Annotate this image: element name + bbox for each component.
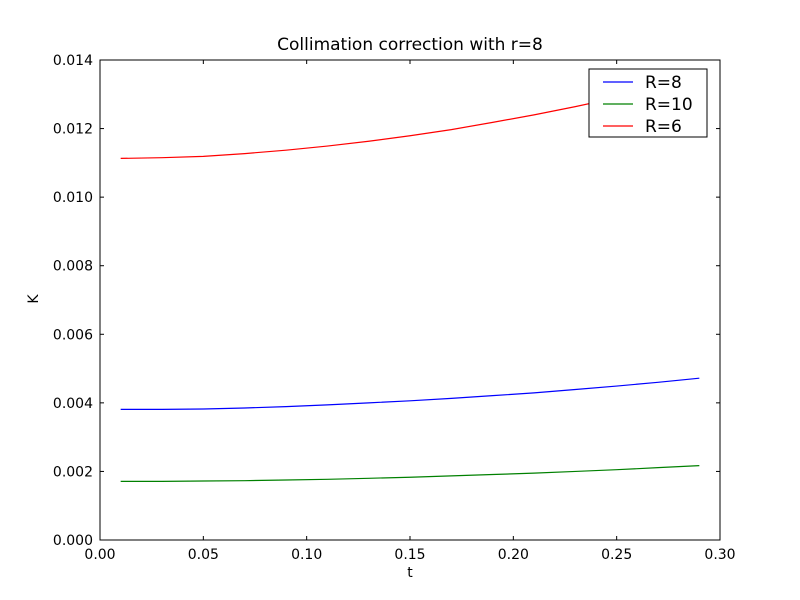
- y-axis-label: K: [26, 294, 42, 304]
- x-tick-label: 0.10: [291, 547, 322, 563]
- y-tick-label: 0.010: [53, 190, 93, 206]
- legend-label-1: R=8: [645, 73, 682, 93]
- chart-title: Collimation correction with r=8: [277, 35, 543, 55]
- y-tick-label: 0.002: [53, 464, 93, 480]
- y-tick-label: 0.004: [53, 396, 93, 412]
- series-line-2: [120, 465, 700, 482]
- legend-label-2: R=10: [645, 95, 693, 115]
- legend-label-3: R=6: [645, 117, 682, 137]
- y-tick-label: 0.014: [53, 53, 93, 69]
- x-tick-label: 0.15: [394, 547, 425, 563]
- x-tick-label: 0.30: [704, 547, 735, 563]
- series-layer: [120, 77, 700, 482]
- series-line-1: [120, 377, 700, 410]
- x-tick-label: 0.20: [498, 547, 529, 563]
- x-tick-label: 0.25: [601, 547, 632, 563]
- y-tick-label: 0.008: [53, 259, 93, 275]
- ticks-layer: 0.00 0.05 0.10 0.15 0.20 0.25 0.30 0.000 0.002 0.…: [53, 53, 736, 563]
- x-tick-label: 0.00: [84, 547, 115, 563]
- legend: R=8R=10R=6: [588, 68, 708, 138]
- x-tick-label: 0.05: [188, 547, 219, 563]
- y-tick-label: 0.000: [53, 533, 93, 549]
- y-tick-label: 0.006: [53, 327, 93, 343]
- x-axis-label: t: [407, 565, 413, 581]
- y-tick-label: 0.012: [53, 122, 93, 138]
